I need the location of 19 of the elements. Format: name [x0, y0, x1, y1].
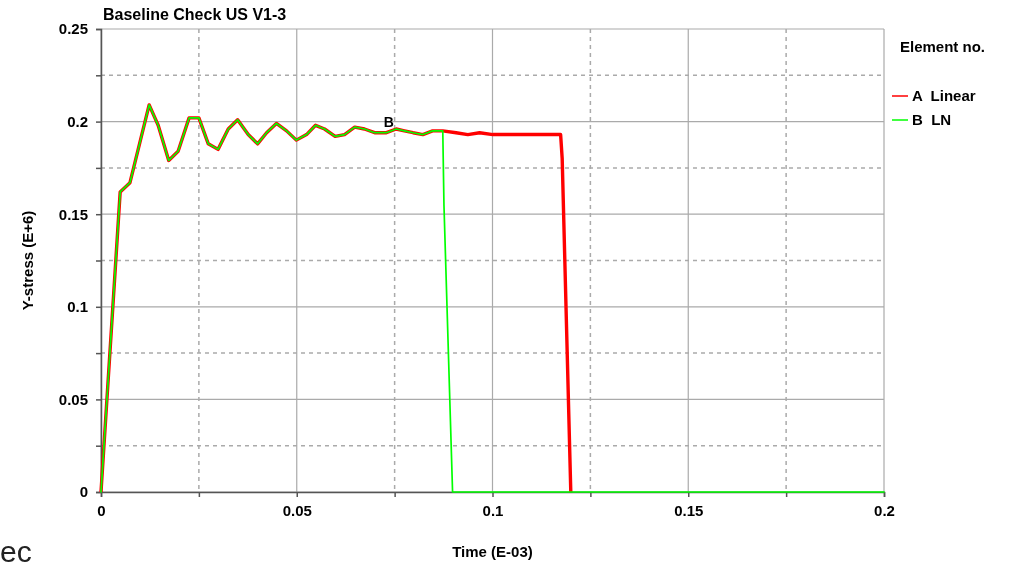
chart-title: Baseline Check US V1-3 [103, 6, 287, 23]
x-tick-label: 0.05 [282, 501, 312, 519]
text: ec [0, 535, 32, 565]
legend-label: B LN [912, 111, 952, 128]
annotation: B [383, 114, 394, 131]
legend-label: A Linear [912, 87, 976, 104]
y-tick-label: 0.1 [67, 298, 88, 316]
y-tick-label: 0.05 [58, 390, 88, 408]
y-axis-title: Y-stress (E+6) [19, 210, 36, 311]
x-tick-label: 0.2 [874, 501, 895, 519]
y-tick-label: 0 [79, 483, 88, 501]
y-tick-label: 0.25 [58, 20, 88, 38]
x-tick-label: 0.1 [482, 501, 504, 519]
x-tick-label: 0 [97, 501, 106, 519]
x-tick-label: 0.15 [674, 501, 704, 519]
y-tick-label: 0.2 [67, 112, 88, 130]
legend-title: Element no. [900, 38, 986, 55]
y-tick-label: 0.15 [58, 205, 88, 223]
x-axis-title: Time (E-03) [452, 543, 533, 560]
